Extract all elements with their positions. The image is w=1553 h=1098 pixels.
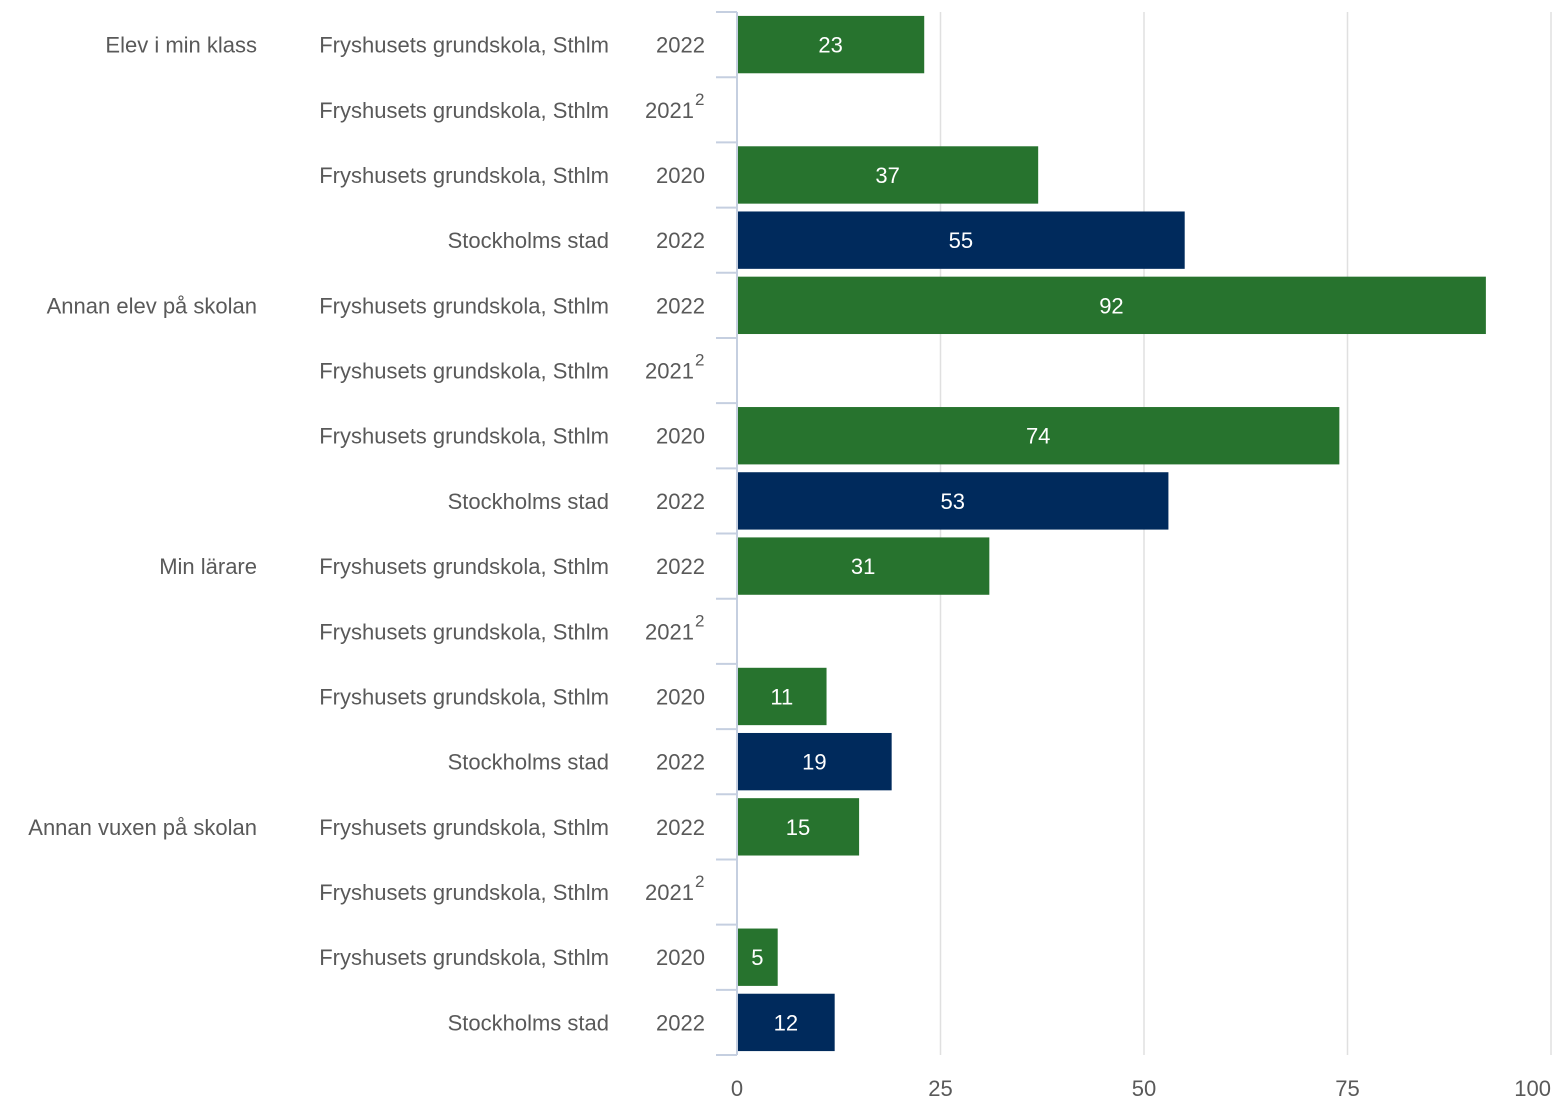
entity-label: Fryshusets grundskola, Sthlm bbox=[319, 293, 609, 318]
entity-label: Fryshusets grundskola, Sthlm bbox=[319, 880, 609, 905]
category-axis bbox=[716, 11, 738, 1056]
year-label: 2022 bbox=[656, 815, 705, 840]
grid-lines bbox=[939, 12, 1552, 1055]
entity-label: Stockholms stad bbox=[448, 489, 609, 514]
row-labels: Elev i min klass Fryshusets grundskola, S… bbox=[28, 33, 705, 1036]
bar-value-label: 53 bbox=[940, 489, 964, 514]
entity-label: Fryshusets grundskola, Sthlm bbox=[319, 684, 609, 709]
entity-label: Fryshusets grundskola, Sthlm bbox=[319, 945, 609, 970]
bar-value-label: 5 bbox=[751, 945, 763, 970]
entity-label: Fryshusets grundskola, Sthlm bbox=[319, 815, 609, 840]
year-label: 2021 bbox=[645, 359, 694, 384]
bar bbox=[738, 732, 892, 791]
bar bbox=[738, 407, 1340, 465]
bar bbox=[738, 146, 1039, 204]
bar bbox=[738, 537, 990, 595]
bar-value-label: 19 bbox=[802, 750, 826, 775]
bar bbox=[738, 276, 1486, 335]
entity-label: Fryshusets grundskola, Sthlm bbox=[319, 554, 609, 579]
bar-value-label: 15 bbox=[786, 815, 810, 840]
footnote-marker: 2 bbox=[695, 90, 704, 109]
year-label: 2022 bbox=[656, 228, 705, 253]
entity-label: Stockholms stad bbox=[448, 750, 609, 775]
year-label: 2020 bbox=[656, 945, 705, 970]
year-label: 2021 bbox=[645, 880, 694, 905]
x-tick-label: 0 bbox=[731, 1076, 743, 1098]
group-label: Elev i min klass bbox=[105, 33, 257, 58]
bar-value-label: 74 bbox=[1026, 424, 1050, 449]
year-label: 2020 bbox=[656, 163, 705, 188]
entity-label: Stockholms stad bbox=[448, 228, 609, 253]
bars: 23 37 55 92 74 53 31 11 19 15 5 12 bbox=[738, 15, 1486, 1052]
x-tick-label: 50 bbox=[1132, 1076, 1156, 1098]
group-label: Min lärare bbox=[159, 554, 257, 579]
x-axis-ticks: 0 25 50 75 100 bbox=[731, 1076, 1551, 1098]
bar bbox=[738, 667, 827, 726]
year-label: 2022 bbox=[656, 293, 705, 318]
year-label: 2022 bbox=[656, 33, 705, 58]
entity-label: Fryshusets grundskola, Sthlm bbox=[319, 98, 609, 123]
bar-value-label: 55 bbox=[949, 228, 973, 253]
group-label: Annan vuxen på skolan bbox=[28, 815, 257, 840]
bar-value-label: 23 bbox=[818, 33, 842, 58]
entity-label: Fryshusets grundskola, Sthlm bbox=[319, 163, 609, 188]
bar bbox=[738, 211, 1185, 269]
bar-value-label: 12 bbox=[774, 1010, 798, 1035]
bar-value-label: 31 bbox=[851, 554, 875, 579]
entity-label: Fryshusets grundskola, Sthlm bbox=[319, 424, 609, 449]
bar-value-label: 37 bbox=[875, 163, 899, 188]
year-label: 2022 bbox=[656, 1010, 705, 1035]
entity-label: Fryshusets grundskola, Sthlm bbox=[319, 359, 609, 384]
bar-value-label: 11 bbox=[770, 684, 793, 709]
x-tick-label: 25 bbox=[928, 1076, 952, 1098]
year-label: 2022 bbox=[656, 554, 705, 579]
year-label: 2020 bbox=[656, 424, 705, 449]
bar bbox=[738, 993, 835, 1052]
bar bbox=[738, 15, 925, 74]
entity-label: Stockholms stad bbox=[448, 1010, 609, 1035]
footnote-marker: 2 bbox=[695, 872, 704, 891]
year-label: 2021 bbox=[645, 98, 694, 123]
bar bbox=[738, 472, 1169, 530]
bar-value-label: 92 bbox=[1099, 293, 1123, 318]
x-tick-label: 75 bbox=[1335, 1076, 1359, 1098]
bar bbox=[738, 928, 778, 986]
entity-label: Fryshusets grundskola, Sthlm bbox=[319, 619, 609, 644]
bar bbox=[738, 798, 860, 856]
year-label: 2022 bbox=[656, 489, 705, 514]
year-label: 2020 bbox=[656, 684, 705, 709]
x-tick-label: 100 bbox=[1514, 1076, 1551, 1098]
year-label: 2022 bbox=[656, 750, 705, 775]
entity-label: Fryshusets grundskola, Sthlm bbox=[319, 33, 609, 58]
group-label: Annan elev på skolan bbox=[47, 293, 257, 318]
footnote-marker: 2 bbox=[695, 611, 704, 630]
footnote-marker: 2 bbox=[695, 351, 704, 370]
year-label: 2021 bbox=[645, 619, 694, 644]
